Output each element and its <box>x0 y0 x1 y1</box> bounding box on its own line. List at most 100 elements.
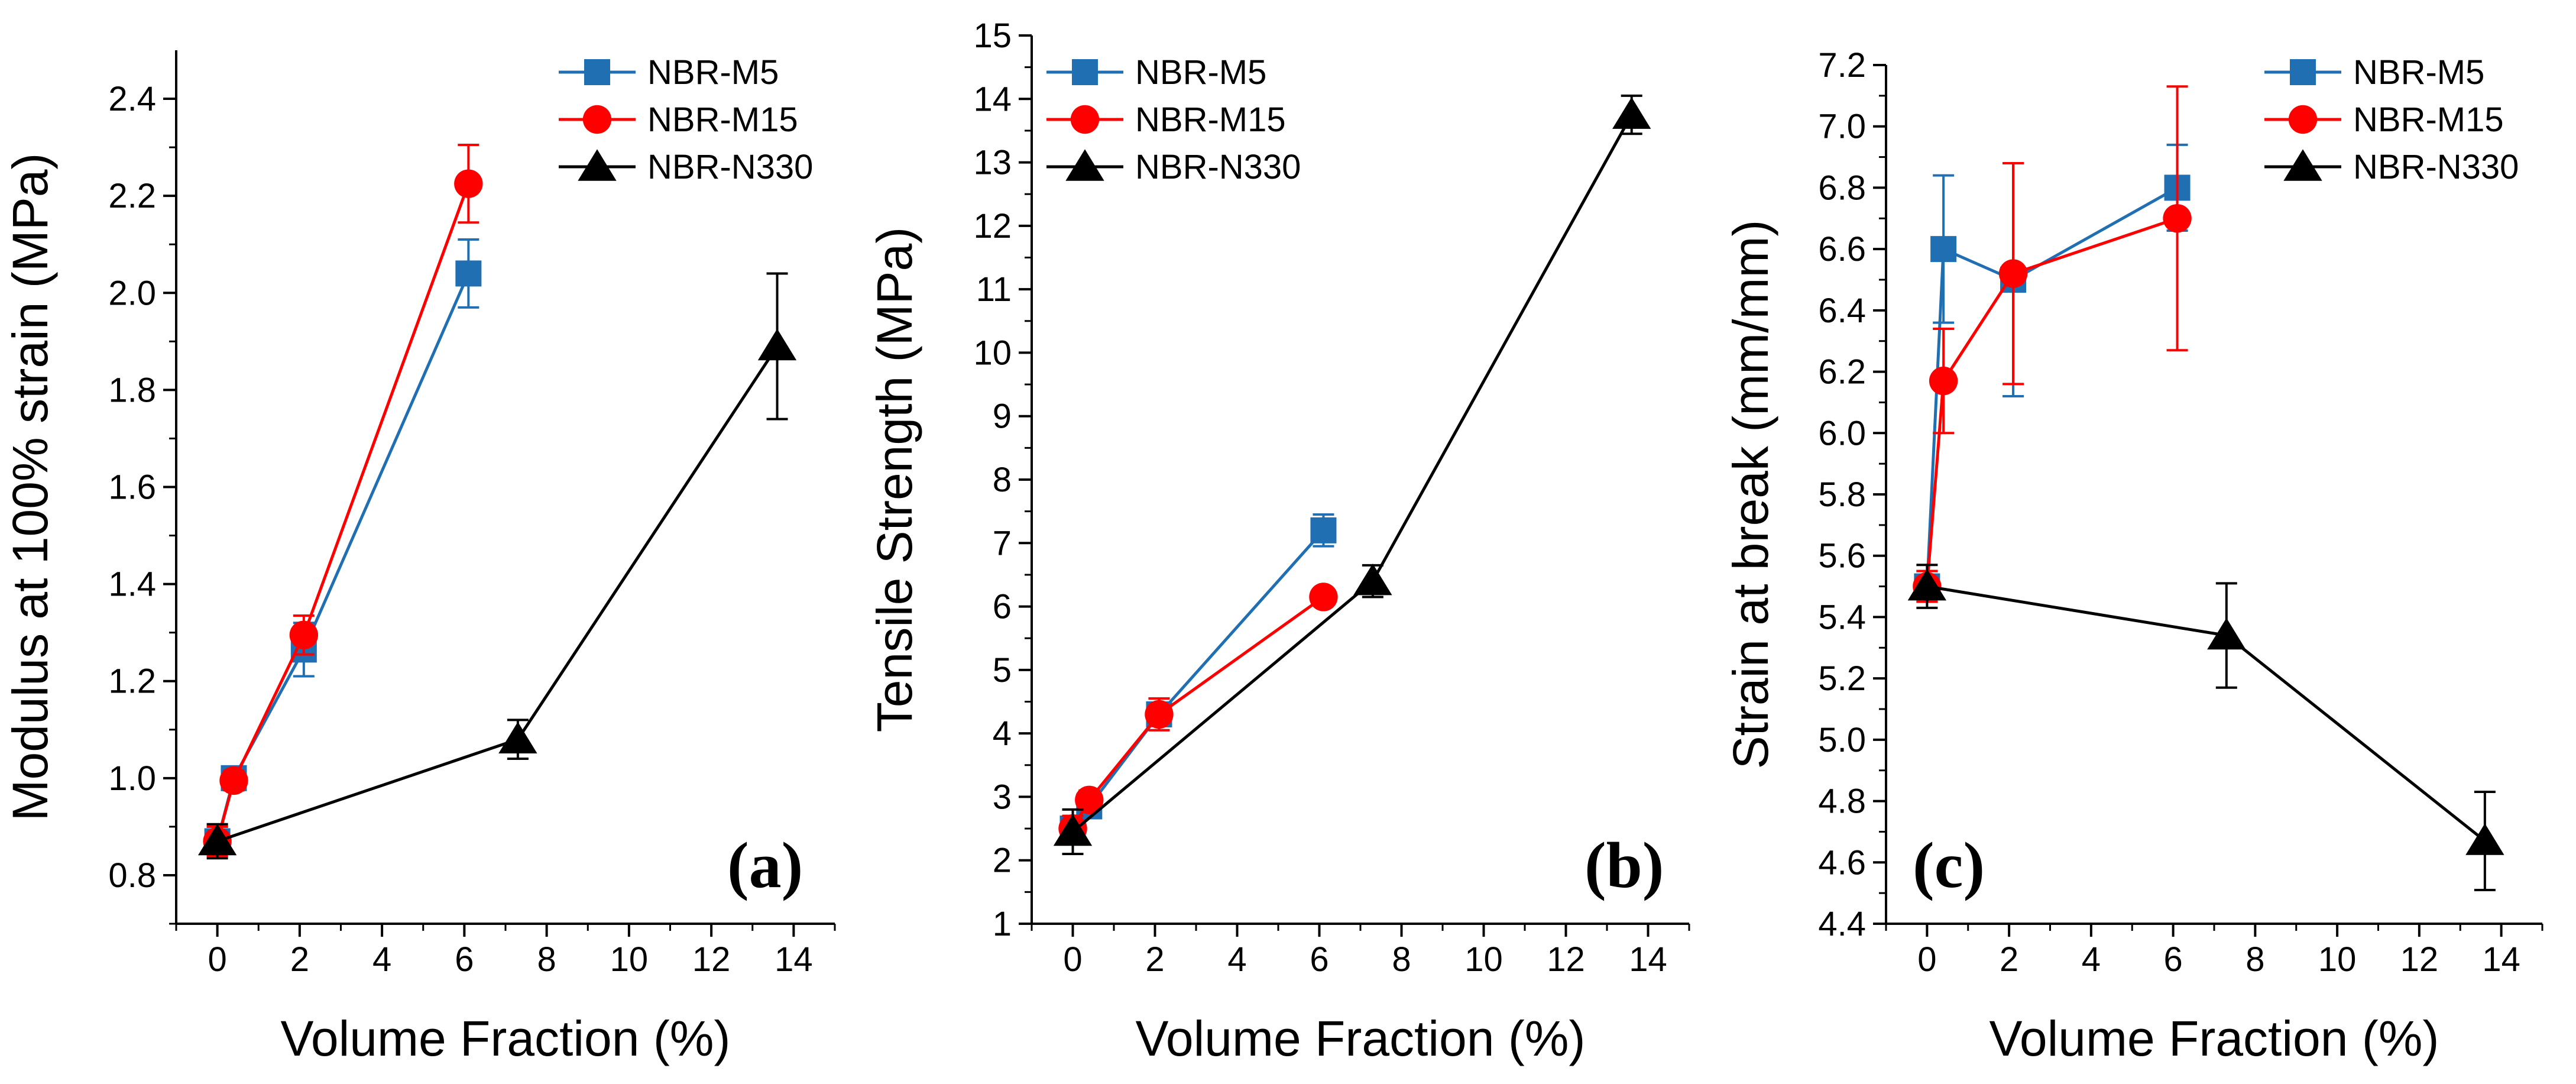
y-tick-label: 1.8 <box>108 371 156 409</box>
x-tick-label: 4 <box>2082 940 2101 979</box>
legend-label: NBR-M5 <box>1135 53 1266 92</box>
series-nbr-n330 <box>1053 94 1651 855</box>
y-tick-label: 11 <box>976 270 1012 309</box>
legend-label: NBR-M15 <box>2353 101 2504 139</box>
legend-marker <box>1065 149 1104 181</box>
y-tick-label: 5.2 <box>1818 659 1866 698</box>
series-nbr-m15 <box>203 144 483 858</box>
x-tick-label: 14 <box>1629 940 1667 979</box>
x-tick-label: 8 <box>537 940 556 979</box>
legend-label: NBR-N330 <box>2353 148 2519 186</box>
y-tick-label: 12 <box>973 207 1012 245</box>
x-tick-label: 6 <box>1310 940 1328 979</box>
chart-panel-3: 0 2 4 6 8 10 12 14 4.4 4.6 4.8 5.0 5.2 5.4 5.6 5.8 6.0 6.… <box>1723 46 2543 1066</box>
legend-entry-nbr-m5: NBR-M5 <box>2264 53 2484 92</box>
legend-label: NBR-N330 <box>1135 148 1301 186</box>
x-tick-label: 6 <box>2163 940 2182 979</box>
legend-marker <box>1072 59 1098 85</box>
data-point <box>1075 785 1104 814</box>
x-tick-label: 2 <box>2000 940 2018 979</box>
x-tick-label: 4 <box>372 940 391 979</box>
x-axis-label: Volume Fraction (%) <box>281 1011 731 1066</box>
x-tick-label: 12 <box>692 940 731 979</box>
data-point <box>2465 823 2504 855</box>
y-tick-label: 14 <box>973 80 1012 118</box>
legend-entry-nbr-n330: NBR-N330 <box>559 148 813 186</box>
legend-entry-nbr-m15: NBR-M15 <box>1046 101 1286 139</box>
legend-label: NBR-M15 <box>647 101 798 139</box>
y-tick-label: 5.0 <box>1818 721 1866 759</box>
x-tick-label: 0 <box>1063 940 1082 979</box>
y-tick-label: 1.2 <box>108 662 156 701</box>
legend-entry-nbr-m15: NBR-M15 <box>2264 101 2504 139</box>
y-tick-label: 3 <box>993 778 1012 816</box>
data-point <box>289 620 319 649</box>
data-point <box>455 260 482 287</box>
legend-label: NBR-N330 <box>647 148 813 186</box>
data-point <box>1353 563 1392 596</box>
y-tick-label: 5.8 <box>1818 475 1866 514</box>
y-tick-label: 6.4 <box>1818 292 1866 330</box>
x-tick-label: 14 <box>775 940 813 979</box>
legend-marker <box>1070 105 1100 134</box>
series-nbr-n330 <box>197 272 797 860</box>
x-tick-label: 2 <box>1145 940 1164 979</box>
x-tick-label: 8 <box>1392 940 1411 979</box>
data-point <box>1612 97 1651 129</box>
legend-label: NBR-M15 <box>1135 101 1286 139</box>
series-nbr-n330 <box>1907 564 2504 891</box>
y-tick-label: 2.4 <box>108 80 156 118</box>
y-tick-label: 2 <box>993 842 1012 880</box>
x-tick-label: 8 <box>2246 940 2264 979</box>
y-tick-label: 10 <box>973 334 1012 372</box>
y-tick-label: 4.4 <box>1818 905 1866 943</box>
series-nbr-m15 <box>1058 583 1338 843</box>
legend-label: NBR-M5 <box>647 53 779 92</box>
legend-entry-nbr-n330: NBR-N330 <box>2264 148 2519 186</box>
y-tick-label: 0.8 <box>108 856 156 895</box>
series-line <box>216 273 470 842</box>
x-axis-label: Volume Fraction (%) <box>1989 1011 2439 1066</box>
x-axis-label: Volume Fraction (%) <box>1136 1011 1586 1066</box>
y-tick-label: 5 <box>993 651 1012 690</box>
legend-marker <box>578 149 617 181</box>
y-tick-label: 6.0 <box>1818 414 1866 452</box>
y-tick-label: 7.2 <box>1818 46 1866 85</box>
y-tick-label: 1 <box>993 905 1012 943</box>
legend-label: NBR-M5 <box>2353 53 2484 92</box>
data-point <box>2163 204 2192 233</box>
data-point <box>197 823 237 856</box>
y-tick-label: 4.8 <box>1818 782 1866 821</box>
x-tick-label: 14 <box>2482 940 2520 979</box>
x-tick-label: 12 <box>1547 940 1585 979</box>
legend-entry-nbr-m5: NBR-M5 <box>1046 53 1266 92</box>
y-tick-label: 5.6 <box>1818 537 1866 575</box>
y-tick-label: 4 <box>993 714 1012 753</box>
y-tick-label: 15 <box>973 17 1012 55</box>
y-tick-label: 1.0 <box>108 759 156 798</box>
series-line <box>1926 585 2486 842</box>
legend-marker <box>2283 149 2322 181</box>
data-point <box>1929 366 1958 396</box>
data-point <box>219 766 248 795</box>
data-point <box>1309 583 1338 611</box>
series-line <box>216 183 470 842</box>
y-tick-label: 2.0 <box>108 274 156 312</box>
y-tick-label: 1.4 <box>108 565 156 604</box>
x-tick-label: 10 <box>2318 940 2357 979</box>
series-line <box>216 345 779 843</box>
panel-label: (c) <box>1913 829 1985 901</box>
data-point <box>757 328 797 361</box>
data-point <box>1053 814 1093 846</box>
x-tick-label: 10 <box>610 940 649 979</box>
y-tick-label: 6.8 <box>1818 169 1866 207</box>
legend-marker <box>584 59 610 85</box>
series-line <box>1071 596 1324 830</box>
panel-label: (a) <box>727 829 803 901</box>
y-tick-label: 8 <box>993 461 1012 499</box>
data-point <box>1907 568 1947 601</box>
series-nbr-m15 <box>1913 85 2192 603</box>
y-tick-label: 6.6 <box>1818 230 1866 268</box>
y-tick-label: 9 <box>993 397 1012 436</box>
